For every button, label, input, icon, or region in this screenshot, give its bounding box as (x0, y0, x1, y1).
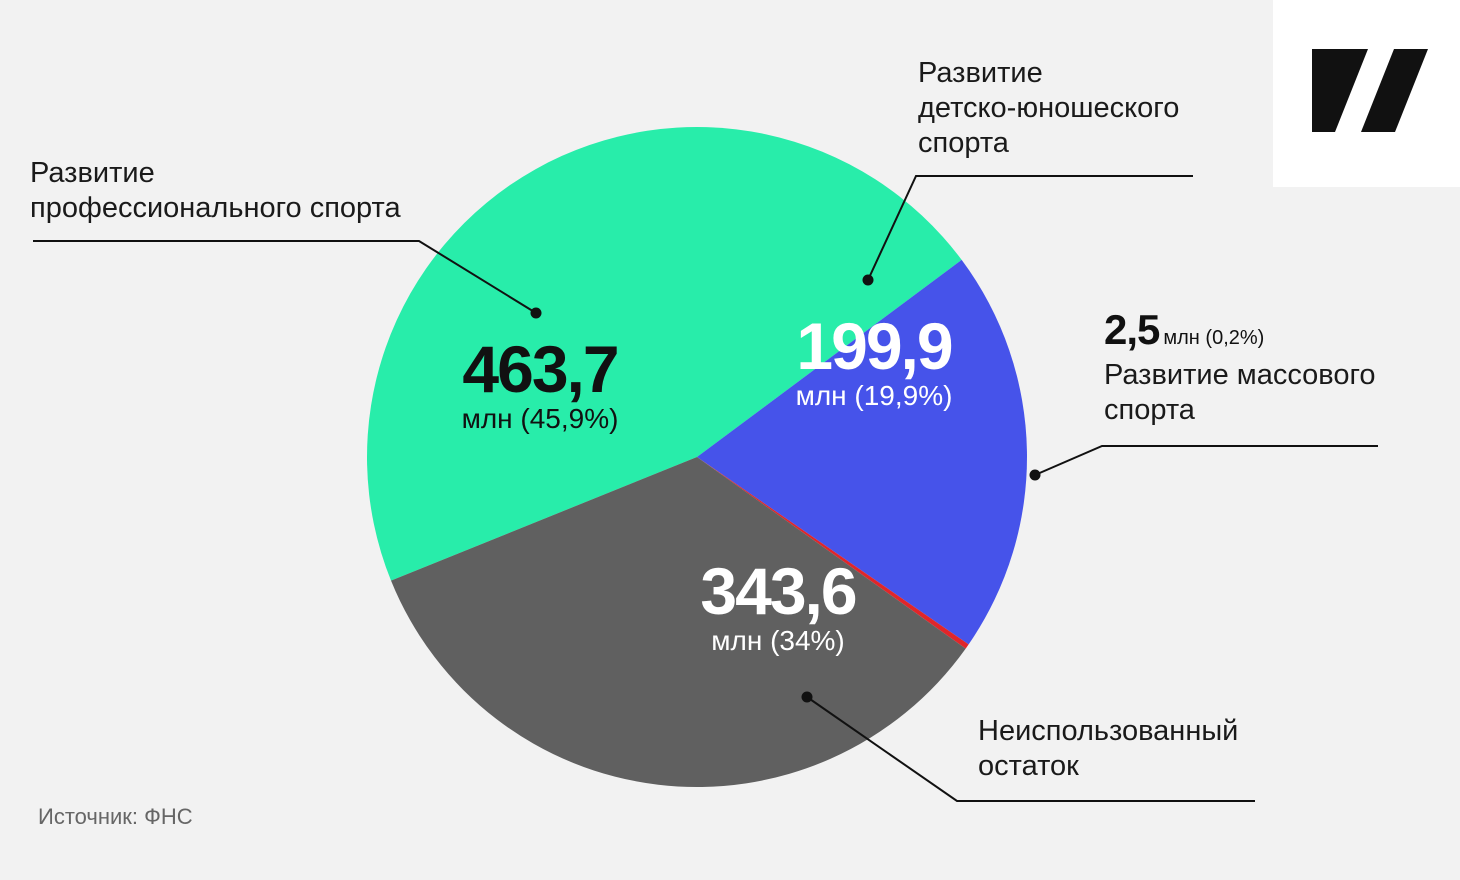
value-subtext: млн (19,9%) (795, 380, 953, 411)
leader-dot-unused (801, 691, 813, 703)
value-number: 2,5 (1104, 306, 1160, 353)
value-youth-sport: 199,9 млн (19,9%) (754, 313, 994, 413)
value-subtext: млн (0,2%) (1163, 327, 1265, 349)
leader-line-youth (867, 175, 1193, 281)
pie-slice-professional (367, 127, 962, 581)
value-number: 199,9 (796, 309, 953, 383)
source-note: Источник: ФНС (38, 804, 193, 829)
value-subtext: млн (45,9%) (461, 403, 619, 434)
pie-slice-youth (697, 259, 1027, 645)
leader-dot-mass (1029, 469, 1041, 481)
leader-line-mass (1034, 445, 1378, 476)
value-number: 343,6 (700, 554, 857, 628)
label-mass-sport: Развитие массового спорта (1104, 359, 1376, 426)
leader-dot-professional (530, 307, 542, 319)
leader-line-unused (806, 696, 1255, 802)
value-mass-sport: 2,5 млн (0,2%) (1104, 306, 1264, 354)
value-number: 463,7 (462, 332, 619, 406)
leader-line-professional (33, 240, 537, 314)
value-professional-sport: 463,7 млн (45,9%) (420, 336, 660, 436)
label-professional-sport: Развитие профессионального спорта (30, 157, 401, 224)
value-unused-remainder: 343,6 млн (34%) (658, 558, 898, 658)
label-unused-remainder: Неиспользованный остаток (978, 715, 1239, 782)
pie-slice-mass (697, 457, 969, 649)
pie-slice-unused (391, 457, 966, 787)
leader-dot-youth (862, 274, 874, 286)
logo-panel (1273, 0, 1460, 187)
brand-logo-icon (1312, 49, 1428, 132)
value-subtext: млн (34%) (711, 625, 845, 656)
label-youth-sport: Развитие детско-юношеского спорта (918, 57, 1180, 159)
